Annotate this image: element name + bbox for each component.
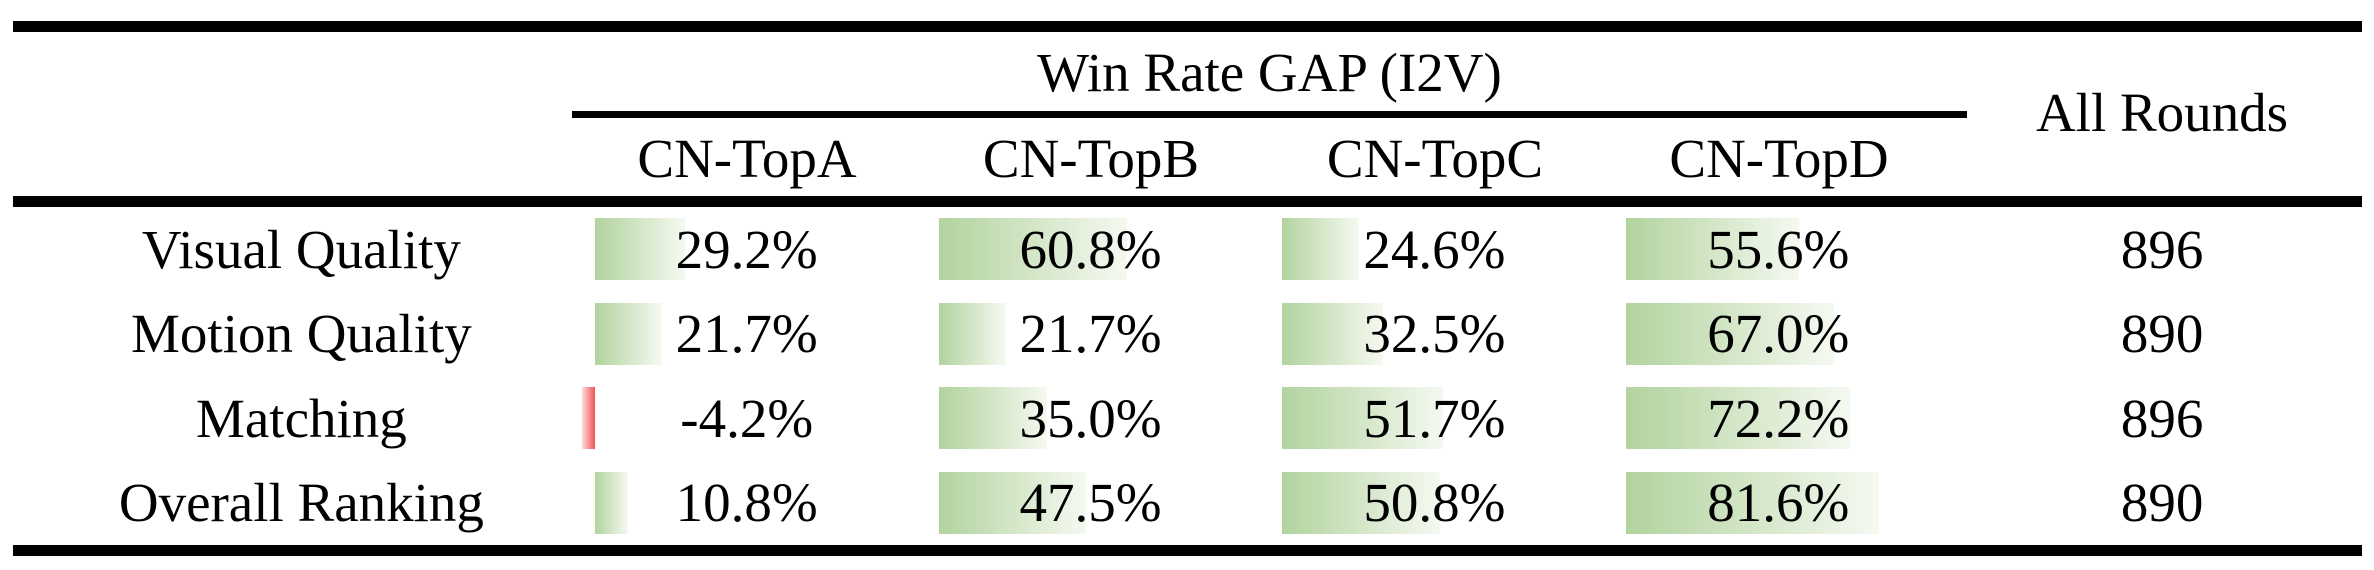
all-rounds-header: All Rounds	[2035, 81, 2289, 143]
all-rounds-value: 890	[2120, 472, 2204, 534]
positive-data-bar	[594, 218, 686, 280]
positive-data-bar	[1626, 302, 1835, 365]
positive-data-bar	[1282, 387, 1443, 449]
cell-value: 35.0%	[1019, 387, 1162, 449]
data-cell: 10.8%	[575, 461, 919, 546]
positive-data-bar	[938, 471, 1086, 534]
cell-value: 10.8%	[675, 472, 818, 534]
data-cell: 60.8%	[919, 207, 1263, 292]
positive-data-bar	[938, 302, 1006, 365]
data-cell: 72.2%	[1606, 376, 1950, 461]
table-row: Motion Quality 21.7% 21.7% 32.5% 67.0% 890	[0, 292, 2374, 377]
all-rounds-value: 896	[2120, 387, 2204, 449]
cell-value: -4.2%	[680, 387, 814, 449]
bottom-rule	[13, 545, 2362, 556]
negative-data-bar	[581, 387, 595, 449]
row-label: Overall Ranking	[118, 472, 484, 534]
header-separator-rule	[13, 196, 2362, 207]
table-row: Matching -4.2% 35.0% 51.7% 72.2% 896	[0, 376, 2374, 461]
positive-data-bar	[1282, 218, 1359, 280]
cell-value: 55.6%	[1707, 218, 1850, 280]
cell-value: 81.6%	[1707, 472, 1850, 534]
cell-value: 51.7%	[1363, 387, 1506, 449]
data-cell: -4.2%	[575, 376, 919, 461]
positive-data-bar	[938, 387, 1048, 449]
cell-value: 21.7%	[675, 303, 818, 365]
positive-data-bar	[938, 218, 1128, 280]
table-body: Visual Quality 29.2% 60.8% 24.6% 55.6% 896 Mot…	[0, 207, 2374, 545]
data-cell: 81.6%	[1606, 461, 1950, 546]
positive-data-bar	[1626, 471, 1880, 534]
positive-data-bar	[1282, 471, 1440, 534]
row-label: Matching	[195, 387, 407, 449]
group-header: Win Rate GAP (I2V)	[1037, 41, 1502, 103]
column-header-cn-topc: CN-TopC	[1326, 127, 1544, 189]
cell-value: 67.0%	[1707, 303, 1850, 365]
data-cell: 55.6%	[1606, 207, 1950, 292]
data-cell: 24.6%	[1262, 207, 1606, 292]
all-rounds-value: 896	[2120, 218, 2204, 280]
data-cell: 21.7%	[919, 292, 1263, 377]
cell-value: 50.8%	[1363, 472, 1506, 534]
data-cell: 50.8%	[1262, 461, 1606, 546]
group-underline-rule	[572, 111, 1967, 118]
table-row: Visual Quality 29.2% 60.8% 24.6% 55.6% 896	[0, 207, 2374, 292]
top-rule	[13, 21, 2362, 32]
data-cell: 35.0%	[919, 376, 1263, 461]
data-cell: 67.0%	[1606, 292, 1950, 377]
positive-data-bar	[1626, 387, 1851, 449]
data-cell: 29.2%	[575, 207, 919, 292]
cell-value: 32.5%	[1363, 303, 1506, 365]
cell-value: 72.2%	[1707, 387, 1850, 449]
column-header-cn-topb: CN-TopB	[982, 127, 1200, 189]
column-header-cn-topa: CN-TopA	[637, 127, 857, 189]
positive-data-bar	[1282, 302, 1384, 365]
row-label: Motion Quality	[131, 303, 472, 365]
data-cell: 47.5%	[919, 461, 1263, 546]
table-row: Overall Ranking 10.8% 47.5% 50.8% 81.6% 890	[0, 461, 2374, 546]
data-cell: 51.7%	[1262, 376, 1606, 461]
positive-data-bar	[1626, 218, 1799, 280]
positive-data-bar	[594, 471, 629, 534]
column-headers: CN-TopA CN-TopB CN-TopC CN-TopD	[575, 120, 1951, 196]
cell-value: 47.5%	[1019, 472, 1162, 534]
data-cell: 32.5%	[1262, 292, 1606, 377]
cell-value: 29.2%	[675, 218, 818, 280]
cell-value: 24.6%	[1363, 218, 1506, 280]
column-header-cn-topd: CN-TopD	[1669, 127, 1889, 189]
row-label: Visual Quality	[141, 218, 461, 280]
positive-data-bar	[594, 302, 663, 365]
data-cell: 21.7%	[575, 292, 919, 377]
all-rounds-value: 890	[2120, 303, 2204, 365]
cell-value: 60.8%	[1019, 218, 1162, 280]
cell-value: 21.7%	[1019, 303, 1162, 365]
